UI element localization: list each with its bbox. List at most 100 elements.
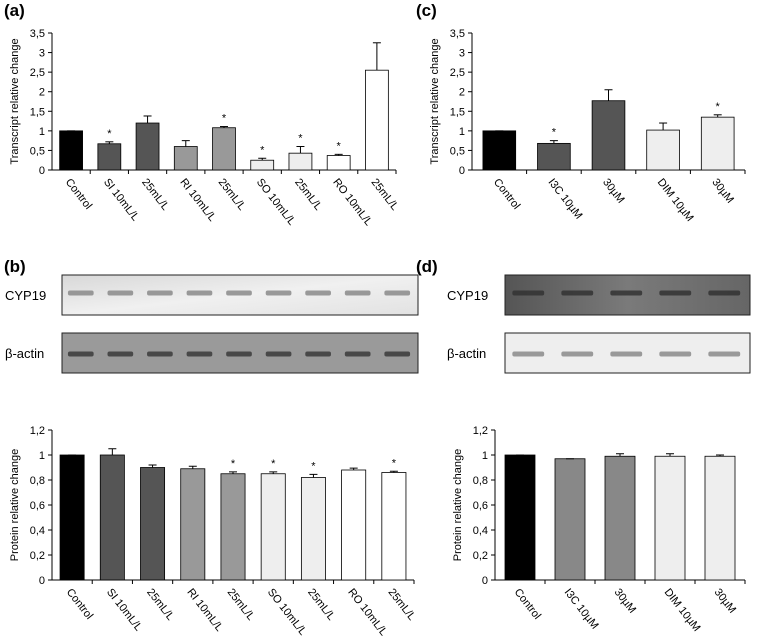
error-bar <box>349 467 358 470</box>
bar <box>326 155 351 171</box>
blot-band <box>147 351 173 357</box>
blot-band <box>226 290 252 296</box>
x-tick-label: Control <box>512 586 543 621</box>
x-tick-label: 25mL/L <box>144 586 176 622</box>
blot-band <box>384 351 411 357</box>
blot-band <box>344 351 371 357</box>
x-tick-label: 30µM <box>600 176 627 205</box>
blot-band <box>107 351 134 357</box>
y-tick-label: 1 <box>482 450 488 462</box>
blot-band <box>107 290 134 296</box>
error-bar <box>181 140 190 147</box>
bar <box>97 143 122 171</box>
x-tick-label: RO 10mL/L <box>345 586 389 638</box>
y-tick-label: 0,6 <box>473 500 488 512</box>
bar <box>504 454 536 581</box>
significance-marker: * <box>107 128 112 140</box>
error-bar <box>659 122 668 131</box>
bar <box>260 473 286 581</box>
significance-marker: * <box>716 101 721 113</box>
bar <box>180 468 206 581</box>
blot-label: β-actin <box>447 346 486 361</box>
y-tick-label: 1 <box>39 450 45 462</box>
blot-band <box>384 290 411 296</box>
blot-band <box>561 351 594 357</box>
x-tick-label: 25mL/L <box>305 586 337 622</box>
y-axis-label: Transcript relative change <box>429 38 441 164</box>
blot-band <box>305 290 331 296</box>
significance-marker: * <box>231 458 236 470</box>
significance-marker: * <box>552 127 557 139</box>
significance-marker: * <box>392 457 397 469</box>
panel-label: (b) <box>4 257 26 276</box>
bar <box>99 454 125 581</box>
bar <box>704 455 736 581</box>
x-tick-label: 30µM <box>612 586 639 615</box>
error-bar <box>549 140 558 144</box>
significance-marker: * <box>311 460 316 472</box>
blot-band <box>610 290 643 296</box>
error-bar <box>188 465 197 469</box>
error-bar <box>372 42 381 71</box>
error-bar <box>604 89 613 101</box>
blot-band <box>561 290 594 296</box>
x-tick-label: 25mL/L <box>386 586 418 622</box>
y-tick-label: 1,2 <box>30 425 45 437</box>
error-bar <box>713 114 722 118</box>
error-bar <box>229 471 237 474</box>
x-tick-label: RO 10mL/L <box>330 176 374 228</box>
x-tick-label: RI 10mL/L <box>184 586 225 633</box>
x-tick-label: 25mL/L <box>369 176 401 212</box>
x-tick-label: RI 10mL/L <box>177 176 218 223</box>
y-axis-label: Transcript relative change <box>9 38 21 164</box>
bar <box>250 159 275 171</box>
blot-band <box>265 351 292 357</box>
blot-band <box>67 351 94 357</box>
y-tick-label: 0,6 <box>30 500 45 512</box>
blot-band <box>708 351 741 357</box>
y-tick-label: 3,5 <box>450 28 465 40</box>
blot-band <box>659 290 692 296</box>
blot-label: CYP19 <box>447 288 488 303</box>
bar <box>140 467 166 581</box>
y-tick-label: 1,2 <box>473 425 488 437</box>
x-tick-label: Control <box>63 176 94 211</box>
significance-marker: * <box>271 458 276 470</box>
bar <box>554 458 586 581</box>
y-tick-label: 0 <box>459 165 465 177</box>
blot-label: CYP19 <box>5 288 46 303</box>
blot-band <box>67 290 94 296</box>
x-tick-label: 30µM <box>712 586 739 615</box>
bar <box>212 127 236 171</box>
significance-marker: * <box>260 144 265 156</box>
blot-band <box>708 290 741 296</box>
y-tick-label: 1 <box>459 126 465 138</box>
bar <box>365 69 389 171</box>
x-tick-label: DIM 10µM <box>662 586 703 634</box>
x-tick-label: 25mL/L <box>216 176 248 212</box>
blot-band <box>186 290 213 296</box>
x-tick-label: SI 10mL/L <box>104 586 144 633</box>
significance-marker: * <box>222 113 227 125</box>
error-bar <box>666 453 674 457</box>
error-bar <box>389 470 398 473</box>
x-tick-label: 25mL/L <box>292 176 324 212</box>
error-bar <box>108 448 117 455</box>
x-tick-label: DIM 10µM <box>655 176 696 224</box>
y-axis-label: Protein relative change <box>9 449 21 562</box>
x-tick-label: I3C 10µM <box>562 586 601 631</box>
error-bar <box>148 464 157 468</box>
error-bar <box>616 453 624 457</box>
bar <box>135 122 160 171</box>
error-bar <box>105 141 114 144</box>
blot-band <box>186 351 213 357</box>
x-tick-label: 30µM <box>709 176 736 205</box>
error-bar <box>716 454 724 457</box>
blot-band <box>659 351 692 357</box>
bar <box>604 455 636 581</box>
bar <box>381 472 407 581</box>
bar <box>482 130 517 171</box>
y-tick-label: 0 <box>39 165 45 177</box>
y-tick-label: 0,8 <box>30 475 45 487</box>
